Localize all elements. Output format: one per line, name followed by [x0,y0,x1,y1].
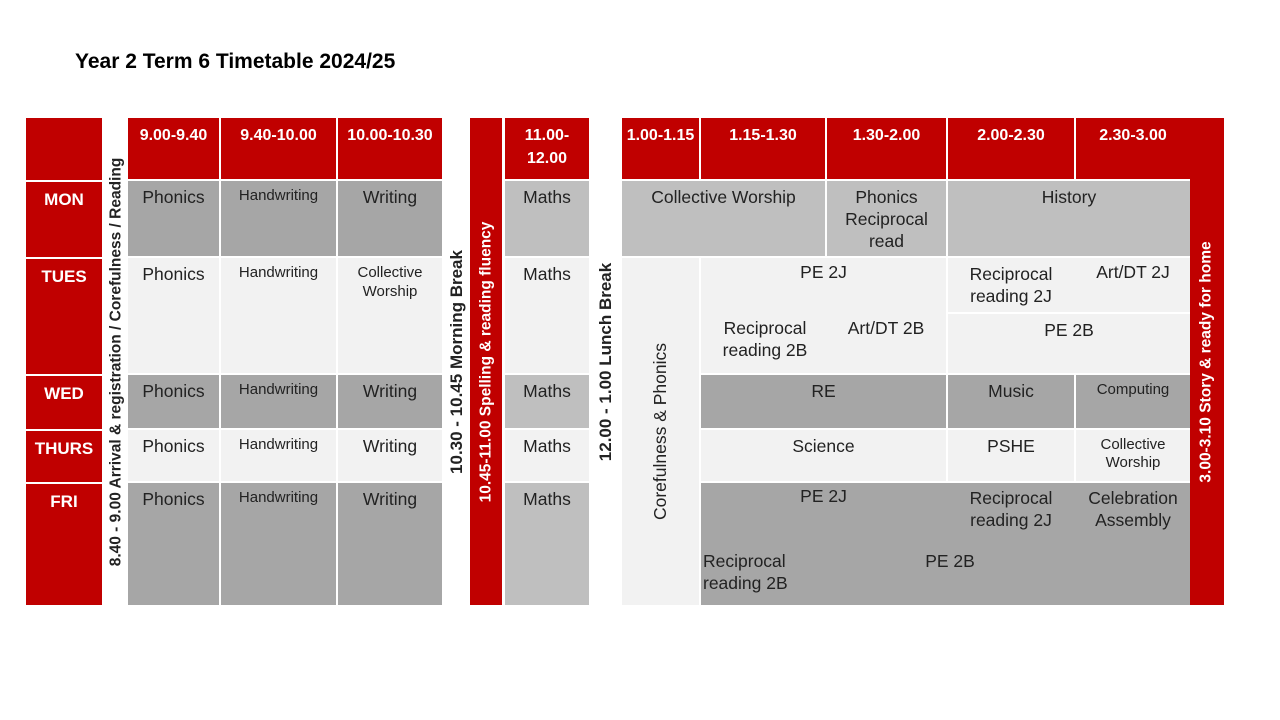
thurs-phonics: Phonics [128,430,219,481]
day-mon: MON [26,180,102,257]
fri-handwriting: Handwriting [221,483,336,605]
fri-reciprocal-reading-2j: Reciprocal reading 2J [969,488,1053,530]
day-column [26,118,102,605]
mon-writing: Writing [338,181,442,256]
fri-reciprocal-reading-2b: Reciprocal reading 2B [703,551,788,593]
tues-collective-worship: Collective Worship [338,258,442,373]
header-2-00-2-30: 2.00-2.30 [948,118,1074,179]
header-1-30-2-00: 1.30-2.00 [827,118,946,179]
thurs-handwriting: Handwriting [221,430,336,481]
spelling-fluency-bar: 10.45-11.00 Spelling & reading fluency [470,118,502,605]
tues-phonics: Phonics [128,258,219,373]
thurs-science: Science [701,430,946,481]
story-ready-for-home-bar: 3.00-3.10 Story & ready for home [1190,118,1224,605]
fri-writing: Writing [338,483,442,605]
fri-pe-2b: PE 2B [925,551,975,571]
fri-pe-2j: PE 2J [800,486,847,506]
header-1-15-1-30: 1.15-1.30 [701,118,825,179]
header-10-00-10-30: 10.00-10.30 [338,118,442,179]
morning-break-label: 10.30 - 10.45 Morning Break [446,249,466,474]
tues-recip-art-block [948,258,1190,312]
wed-music: Music [948,375,1074,428]
header-1-00-1-15: 1.00-1.15 [622,118,699,179]
header-9-00-9-40: 9.00-9.40 [128,118,219,179]
mon-handwriting: Handwriting [221,181,336,256]
page-title: Year 2 Term 6 Timetable 2024/25 [75,50,396,73]
day-fri: FRI [26,482,102,605]
arrival-registration-label: 8.40 - 9.00 Arrival & registration / Cor… [107,157,124,566]
tues-afternoon-block [701,258,946,373]
tues-reciprocal-reading-2b: Reciprocal reading 2B [722,318,808,360]
wed-handwriting: Handwriting [221,375,336,428]
tues-pe-2j: PE 2J [800,262,847,282]
fri-celebration-assembly: Celebration Assembly [1088,488,1178,530]
header-9-40-10-00: 9.40-10.00 [221,118,336,179]
wed-computing: Computing [1076,375,1190,428]
tues-pe-2b: PE 2B [948,314,1190,373]
day-tues: TUES [26,257,102,374]
wed-phonics: Phonics [128,375,219,428]
wed-maths: Maths [505,375,589,428]
corefulness-phonics: Corefulness & Phonics [622,258,699,605]
tues-art-dt-2j: Art/DT 2J [1096,262,1170,282]
mon-phonics-reciprocal-read: Phonics Reciprocal read [827,181,946,256]
fri-afternoon-block [701,483,1190,605]
lunch-break-label: 12.00 - 1.00 Lunch Break [596,262,615,461]
thurs-collective-worship: Collective Worship [1076,430,1190,481]
day-thurs: THURS [26,429,102,482]
tues-handwriting: Handwriting [221,258,336,373]
thurs-maths: Maths [505,430,589,481]
mon-collective-worship: Collective Worship [622,181,825,256]
fri-maths: Maths [505,483,589,605]
mon-phonics: Phonics [128,181,219,256]
tues-art-dt-2b: Art/DT 2B [847,318,925,338]
day-wed: WED [26,374,102,429]
thurs-writing: Writing [338,430,442,481]
mon-maths: Maths [505,181,589,256]
header-11-00-12-00: 11.00-12.00 [505,118,589,179]
thurs-pshe: PSHE [948,430,1074,481]
wed-writing: Writing [338,375,442,428]
wed-re: RE [701,375,946,428]
tues-reciprocal-reading-2j: Reciprocal reading 2J [969,264,1053,306]
fri-phonics: Phonics [128,483,219,605]
tues-maths: Maths [505,258,589,373]
mon-history: History [948,181,1190,256]
header-2-30-3-00: 2.30-3.00 [1076,118,1190,179]
